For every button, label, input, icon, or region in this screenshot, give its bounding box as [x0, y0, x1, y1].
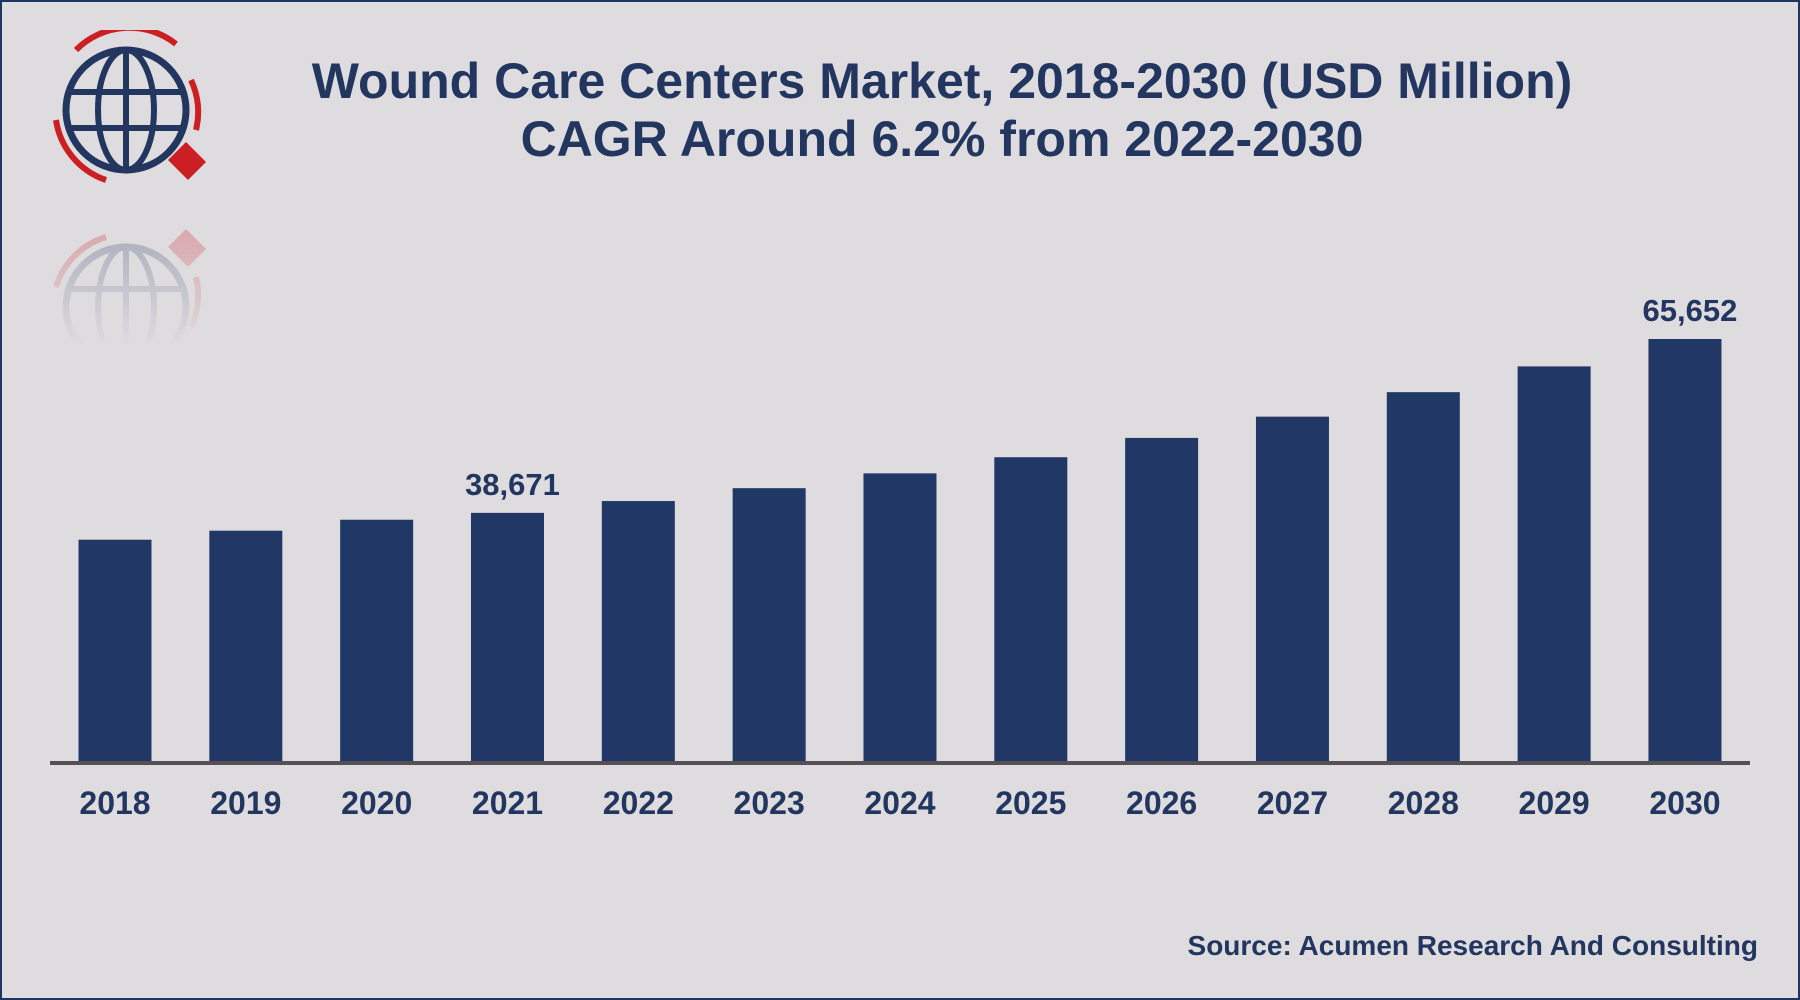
x-tick-label-2029: 2029 — [1519, 785, 1590, 821]
bar-2023 — [732, 488, 806, 762]
chart-title: Wound Care Centers Market, 2018-2030 (US… — [202, 52, 1682, 168]
bar-2027 — [1255, 416, 1329, 762]
bar-2025 — [994, 457, 1068, 762]
x-tick-label-2027: 2027 — [1257, 785, 1328, 821]
source-note: Source: Acumen Research And Consulting — [1187, 930, 1758, 961]
data-label-2021: 38,671 — [465, 467, 560, 502]
x-tick-label-2019: 2019 — [210, 785, 281, 821]
bar-2018 — [78, 539, 152, 762]
globe-logo-icon — [53, 30, 206, 183]
x-tick-label-2026: 2026 — [1126, 785, 1197, 821]
bar-2019 — [209, 530, 283, 762]
bar-2021 — [470, 512, 544, 762]
bar-2020 — [340, 519, 414, 762]
x-tick-label-2021: 2021 — [472, 785, 543, 821]
x-tick-label-2024: 2024 — [864, 785, 935, 821]
bar-2024 — [863, 473, 937, 762]
bar-2029 — [1517, 366, 1591, 762]
x-tick-label-2023: 2023 — [734, 785, 805, 821]
x-tick-label-2025: 2025 — [995, 785, 1066, 821]
globe-logo-reflection-icon — [53, 229, 206, 347]
bar-2030 — [1648, 339, 1722, 762]
bar-2026 — [1125, 437, 1199, 762]
bar-2022 — [601, 501, 675, 762]
data-label-2030: 65,652 — [1643, 293, 1738, 328]
x-tick-label-2022: 2022 — [603, 785, 674, 821]
x-tick-label-2020: 2020 — [341, 785, 412, 821]
title-line-1: Wound Care Centers Market, 2018-2030 (US… — [311, 53, 1573, 109]
bar-2028 — [1386, 392, 1460, 762]
x-tick-label-2028: 2028 — [1388, 785, 1459, 821]
x-tick-label-2030: 2030 — [1649, 785, 1720, 821]
title-line-2: CAGR Around 6.2% from 2022-2030 — [520, 111, 1364, 167]
x-tick-label-2018: 2018 — [79, 785, 150, 821]
